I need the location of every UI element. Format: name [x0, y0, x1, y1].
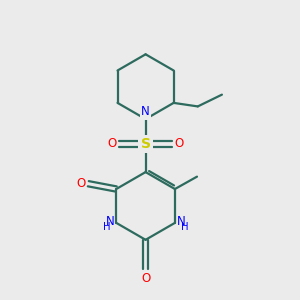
Text: N: N — [106, 215, 115, 228]
Text: O: O — [174, 137, 184, 150]
Text: O: O — [107, 137, 117, 150]
Text: N: N — [141, 106, 150, 118]
Text: H: H — [103, 222, 111, 232]
Text: S: S — [141, 137, 151, 151]
Text: O: O — [77, 177, 86, 190]
Text: O: O — [141, 272, 150, 285]
Text: H: H — [181, 222, 188, 232]
Text: N: N — [176, 215, 185, 228]
